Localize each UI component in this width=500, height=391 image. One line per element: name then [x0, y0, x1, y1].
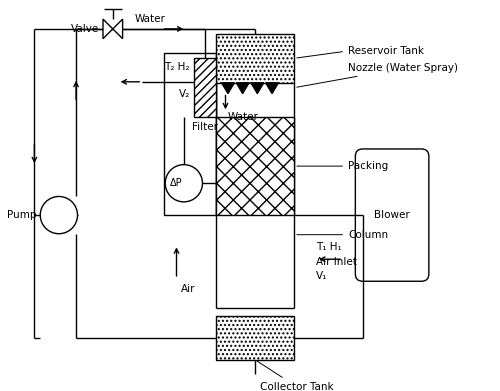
- Text: Water: Water: [135, 14, 166, 24]
- Text: V₁: V₁: [316, 271, 328, 282]
- FancyBboxPatch shape: [356, 149, 429, 281]
- Text: V₂: V₂: [178, 89, 190, 99]
- Polygon shape: [222, 83, 234, 93]
- Circle shape: [40, 197, 78, 234]
- Text: Valve: Valve: [71, 24, 99, 34]
- Text: ΔP: ΔP: [170, 178, 183, 188]
- Text: Blower: Blower: [374, 210, 410, 220]
- Polygon shape: [103, 19, 122, 39]
- Text: Column: Column: [297, 230, 388, 240]
- Text: Air: Air: [182, 284, 196, 294]
- Text: T₂ H₂: T₂ H₂: [164, 62, 190, 72]
- Bar: [216, 117, 294, 215]
- Polygon shape: [236, 83, 249, 93]
- Text: Packing: Packing: [297, 161, 388, 171]
- Bar: [194, 58, 216, 117]
- Text: Nozzle (Water Spray): Nozzle (Water Spray): [297, 63, 458, 87]
- Text: Reservoir Tank: Reservoir Tank: [297, 46, 424, 58]
- Bar: [164, 54, 216, 215]
- Text: Collector Tank: Collector Tank: [257, 361, 334, 391]
- Text: Pump: Pump: [7, 210, 36, 220]
- Bar: [216, 316, 294, 360]
- Text: Filter: Filter: [192, 122, 218, 132]
- Text: Water: Water: [228, 112, 259, 122]
- Polygon shape: [266, 83, 278, 93]
- Circle shape: [165, 165, 202, 202]
- Bar: [216, 34, 294, 83]
- Polygon shape: [251, 83, 264, 93]
- Text: T₁ H₁: T₁ H₁: [316, 242, 342, 252]
- Text: Air Inlet: Air Inlet: [316, 256, 357, 267]
